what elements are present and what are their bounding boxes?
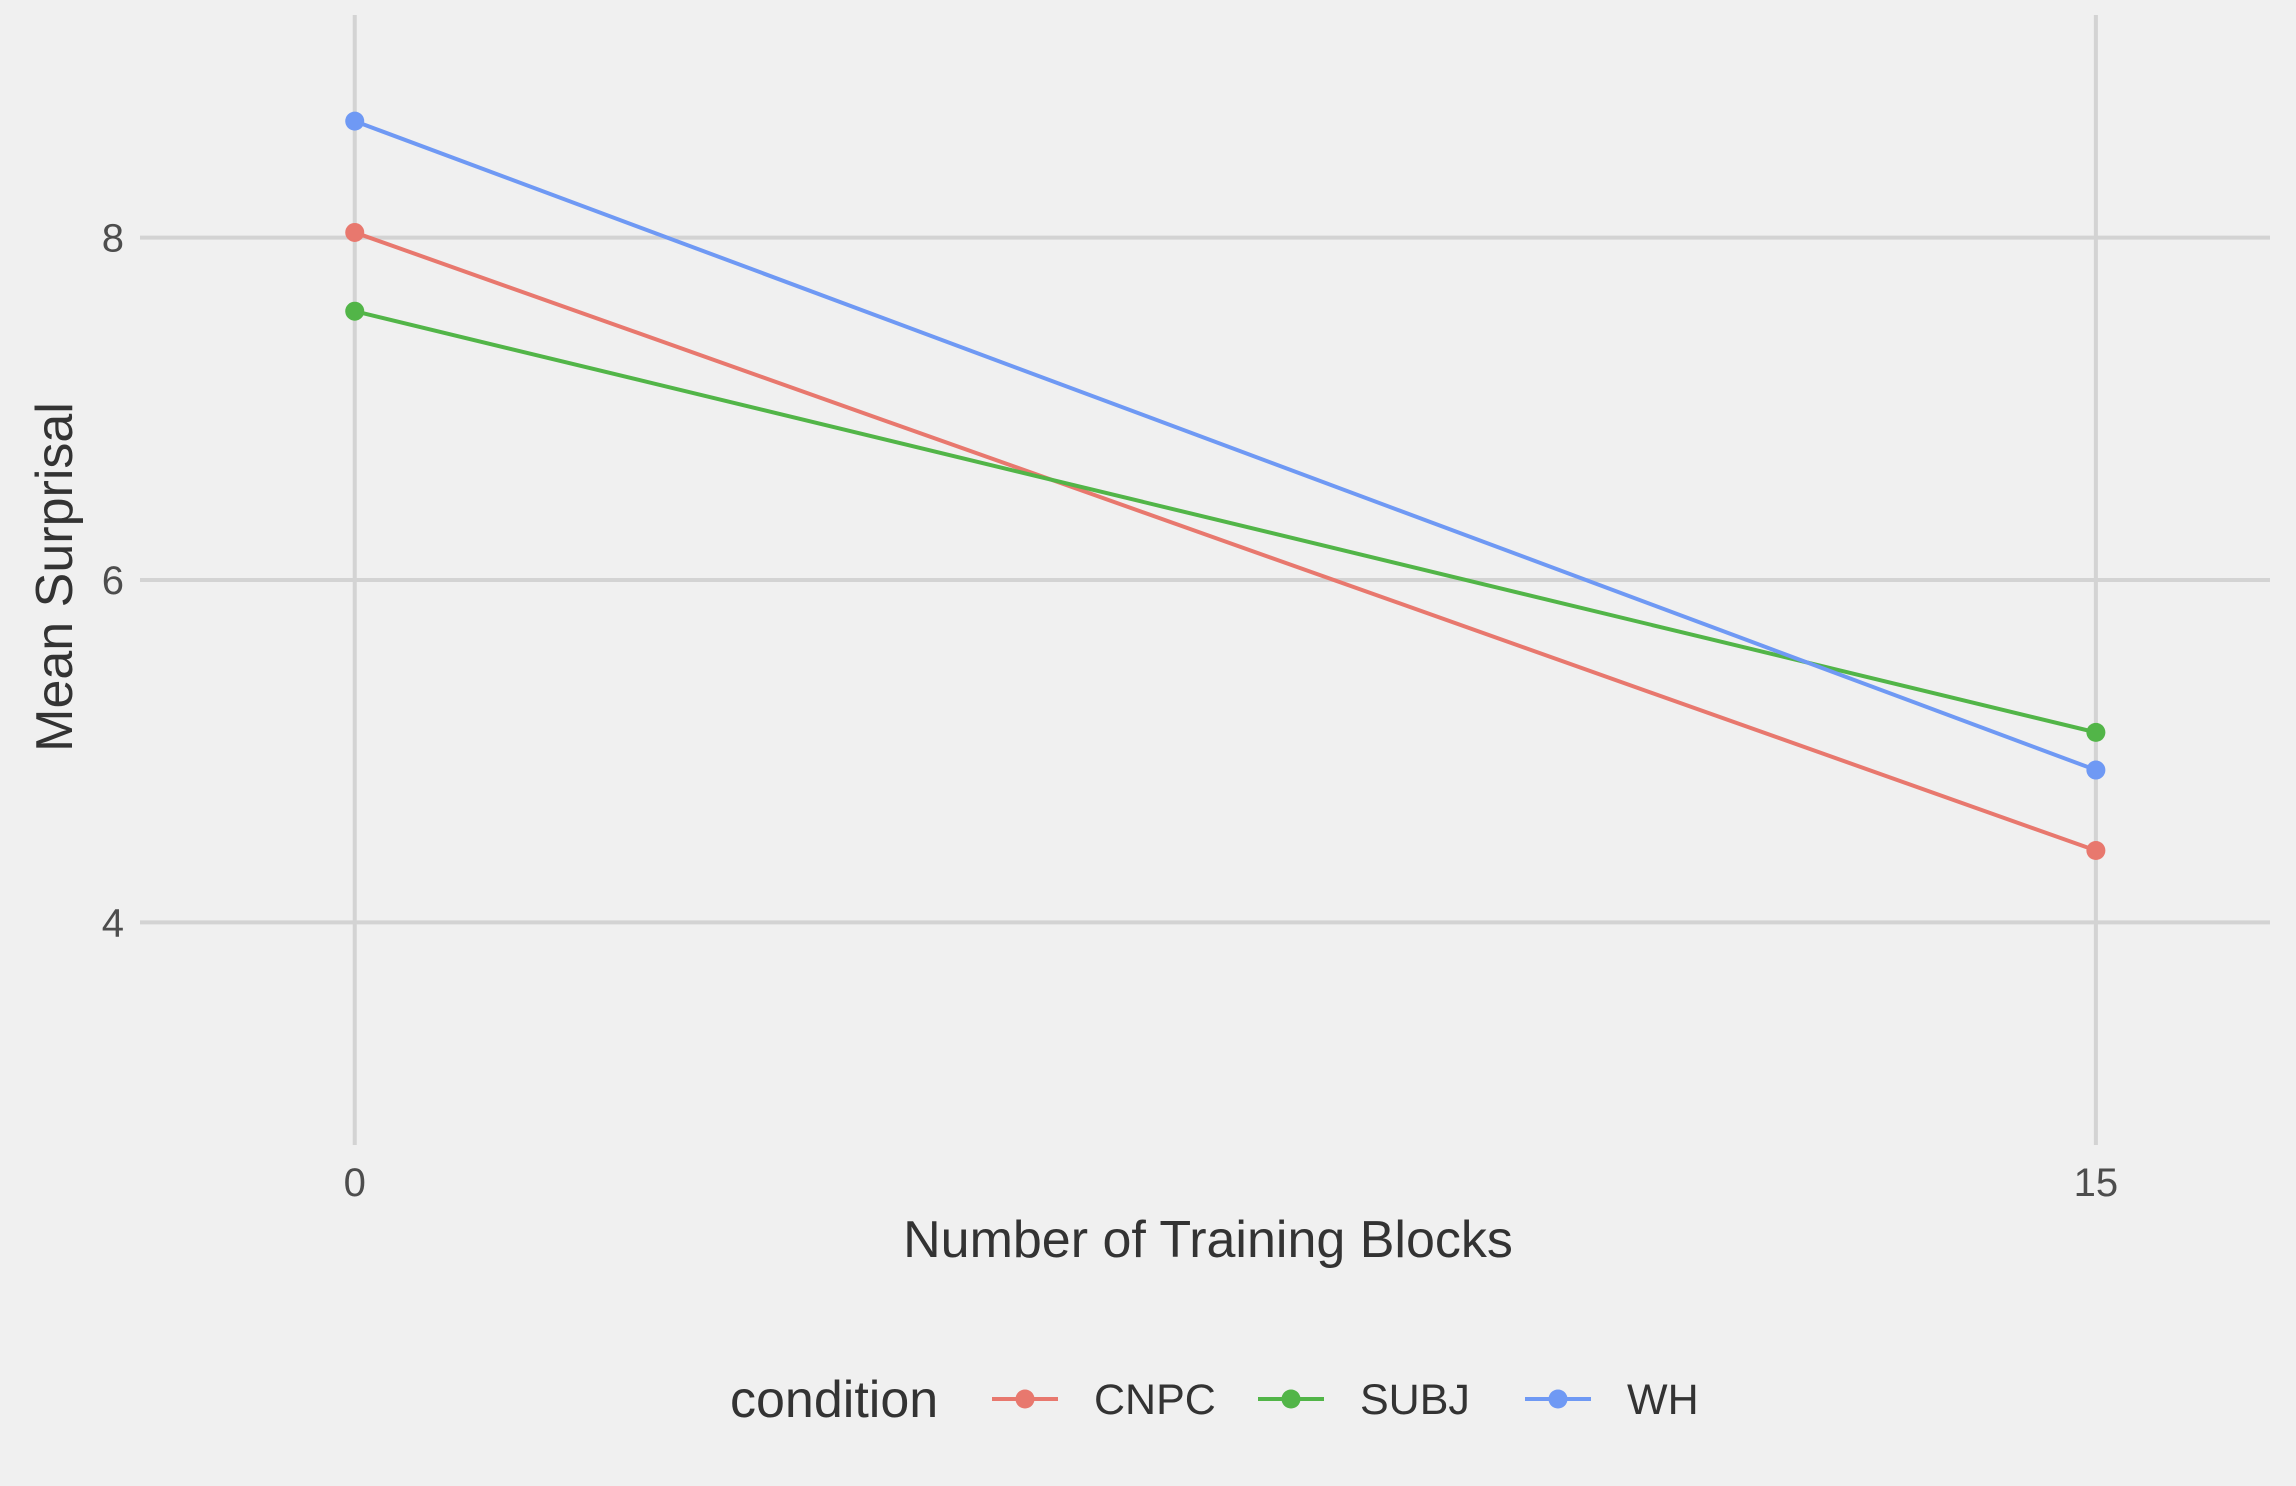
series-line-wh xyxy=(354,119,2097,772)
y-axis-ticks: 4 6 8 xyxy=(102,217,124,946)
y-tick-label: 8 xyxy=(102,217,124,261)
series-lines xyxy=(354,119,2097,853)
x-axis-ticks: 0 15 xyxy=(344,1161,2119,1205)
legend-label-cnpc: CNPC xyxy=(1094,1376,1216,1424)
legend-key-point xyxy=(1548,1389,1568,1409)
data-point-subj xyxy=(345,301,365,321)
legend: condition CNPC SUBJ WH xyxy=(730,1371,1699,1429)
data-point-cnpc xyxy=(2086,841,2106,861)
y-tick-label: 4 xyxy=(102,901,124,945)
legend-label-subj: SUBJ xyxy=(1360,1376,1470,1424)
x-tick-label: 0 xyxy=(344,1161,366,1205)
data-point-subj xyxy=(2086,722,2106,742)
x-axis-title: Number of Training Blocks xyxy=(903,1211,1513,1269)
data-point-wh xyxy=(345,111,365,131)
y-tick-label: 6 xyxy=(102,559,124,603)
series-points xyxy=(345,111,2106,861)
gridlines xyxy=(140,15,2270,1145)
y-axis-title: Mean Surprisal xyxy=(26,402,84,752)
legend-key-point xyxy=(1015,1389,1035,1409)
legend-label-wh: WH xyxy=(1627,1376,1699,1424)
data-point-wh xyxy=(2086,760,2106,780)
series-line-cnpc xyxy=(354,230,2097,853)
data-point-cnpc xyxy=(345,222,365,242)
legend-key-point xyxy=(1281,1389,1301,1409)
legend-title: condition xyxy=(730,1371,938,1429)
x-tick-label: 15 xyxy=(2074,1161,2119,1205)
